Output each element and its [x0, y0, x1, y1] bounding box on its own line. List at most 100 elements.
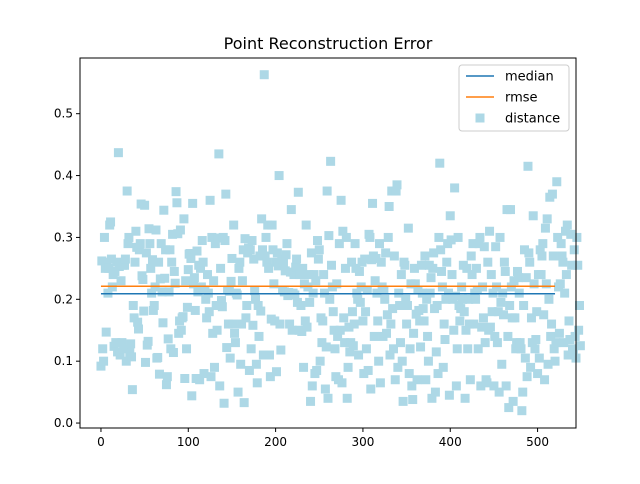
distance-point	[237, 319, 247, 329]
distance-point	[451, 381, 461, 391]
distance-point	[532, 307, 542, 317]
distance-point	[548, 251, 558, 261]
distance-point	[398, 396, 408, 406]
distance-point	[195, 375, 205, 385]
distance-point	[120, 260, 130, 270]
distance-point	[314, 245, 324, 255]
distance-point	[361, 307, 371, 317]
distance-point	[227, 253, 237, 263]
distance-point	[423, 356, 433, 366]
distance-point	[479, 242, 489, 252]
distance-point	[180, 374, 190, 383]
distance-point	[253, 300, 263, 310]
distance-point	[188, 198, 198, 208]
distance-point	[543, 359, 553, 369]
distance-point	[226, 276, 236, 286]
distance-point	[534, 353, 544, 363]
distance-point	[315, 356, 325, 366]
distance-point	[503, 331, 513, 341]
distance-point	[298, 263, 308, 273]
distance-point	[313, 254, 323, 264]
distance-point	[464, 294, 474, 304]
distance-point	[416, 342, 426, 352]
distance-point	[322, 186, 332, 196]
distance-point	[520, 353, 530, 363]
distance-point	[210, 239, 220, 249]
distance-point	[204, 307, 214, 317]
distance-point	[551, 338, 561, 348]
distance-point	[269, 279, 279, 289]
distance-point	[375, 239, 385, 249]
distance-point	[318, 316, 328, 326]
distance-point	[461, 325, 471, 335]
distance-point	[512, 266, 522, 276]
distance-point	[547, 189, 557, 199]
distance-point	[435, 158, 445, 168]
distance-point	[441, 294, 451, 304]
distance-point	[244, 365, 254, 375]
distance-point	[276, 345, 286, 355]
distance-point	[149, 300, 159, 310]
distance-point	[354, 350, 364, 360]
distance-point	[420, 251, 430, 261]
x-tick-label: 100	[177, 435, 200, 449]
distance-point	[469, 319, 479, 329]
distance-point	[178, 312, 188, 322]
distance-point	[434, 232, 444, 242]
distance-point	[127, 385, 137, 395]
distance-point	[164, 287, 174, 297]
distance-point	[483, 257, 493, 267]
distance-point	[301, 220, 311, 230]
distance-point	[206, 372, 216, 382]
distance-point	[329, 325, 339, 335]
distance-point	[275, 319, 285, 329]
distance-point	[287, 325, 297, 335]
distance-point	[350, 239, 360, 249]
distance-point	[440, 335, 450, 345]
distance-point	[492, 338, 502, 348]
distance-point	[416, 260, 426, 270]
distance-point	[428, 263, 438, 273]
distance-point	[250, 286, 260, 296]
distance-point	[98, 344, 108, 354]
distance-point	[146, 263, 156, 273]
distance-point	[568, 347, 578, 357]
legend: median rmse distance	[458, 64, 570, 132]
distance-point	[228, 319, 238, 329]
distance-point	[457, 294, 467, 304]
distance-point	[340, 338, 350, 348]
distance-point	[220, 236, 230, 246]
distance-point	[257, 214, 267, 224]
distance-point	[302, 322, 312, 332]
distance-point	[135, 239, 145, 249]
distance-point	[324, 231, 334, 241]
distance-point	[286, 205, 296, 215]
distance-point	[533, 369, 543, 379]
distance-point	[501, 381, 511, 391]
distance-point	[376, 257, 386, 267]
distance-point	[342, 393, 352, 403]
distance-point	[296, 300, 306, 310]
distance-point	[160, 273, 170, 283]
distance-point	[552, 177, 562, 187]
distance-point	[233, 387, 243, 397]
y-axis: 0.0 0.1 0.2 0.3 0.4 0.5	[54, 107, 80, 430]
distance-point	[190, 305, 200, 315]
distance-point	[258, 350, 268, 360]
y-tick-label: 0.3	[54, 230, 73, 244]
distance-point	[341, 232, 351, 242]
distance-point	[265, 372, 275, 382]
y-tick-label: 0.2	[54, 292, 73, 306]
distance-point	[106, 217, 116, 227]
distance-point	[429, 248, 439, 258]
distance-point	[199, 369, 209, 379]
distance-point	[320, 384, 330, 394]
distance-point	[363, 365, 373, 375]
distance-point	[300, 316, 310, 326]
distance-point	[386, 319, 396, 329]
distance-point	[445, 211, 455, 221]
distance-point	[270, 316, 280, 326]
distance-point	[332, 279, 342, 289]
distance-point	[106, 254, 116, 264]
distance-point	[389, 251, 399, 261]
